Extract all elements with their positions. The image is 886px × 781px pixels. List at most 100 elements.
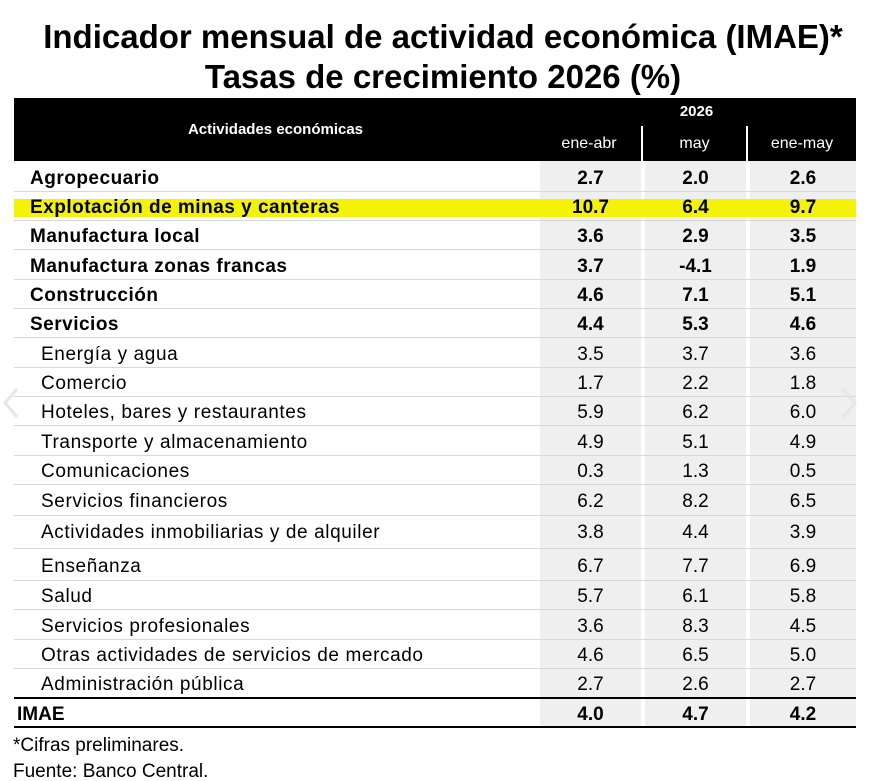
table-row: Manufactura local 3.6 2.9 3.5: [14, 226, 856, 250]
cell-value: 10.7: [572, 197, 609, 218]
row-label: Enseñanza: [41, 556, 142, 577]
cell-value: 6.7: [577, 556, 604, 577]
table-row: IMAE 4.0 4.7 4.2: [14, 704, 856, 728]
header-col-ene-may: ene-may: [748, 126, 856, 161]
row-divider: [14, 337, 856, 338]
header-year: 2026: [537, 98, 856, 126]
cell-value: 4.7: [682, 704, 709, 725]
cell-value: 6.2: [682, 402, 709, 423]
cell-value: 6.2: [577, 491, 604, 512]
row-divider: [14, 455, 856, 456]
row-label: Comunicaciones: [41, 461, 190, 482]
table-row: Administración pública 2.7 2.6 2.7: [14, 674, 856, 698]
cell-value: 2.2: [682, 373, 709, 394]
table-row: Manufactura zonas francas 3.7 -4.1 1.9: [14, 256, 856, 280]
column-shade: [645, 161, 746, 727]
row-label: Salud: [41, 586, 93, 607]
cell-value: 6.5: [789, 491, 817, 512]
cell-value: 3.7: [682, 344, 709, 365]
cell-value: 6.1: [682, 586, 709, 607]
row-label: Administración pública: [41, 674, 245, 695]
cell-value: 5.8: [789, 586, 817, 607]
table-row: Energía y agua 3.5 3.7 3.6: [14, 344, 856, 368]
cell-value: 5.7: [577, 586, 604, 607]
cell-value: 2.7: [577, 168, 604, 189]
row-highlight: [14, 199, 856, 217]
footnote-preliminary: *Cifras preliminares.: [13, 735, 185, 756]
row-label: Comercio: [41, 373, 128, 394]
row-label: Manufactura zonas francas: [30, 256, 288, 277]
cell-value: 5.1: [682, 432, 709, 453]
cell-value: 3.9: [789, 522, 817, 543]
column-shade: [540, 161, 641, 727]
row-divider: [14, 308, 856, 309]
cell-value: 6.0: [789, 402, 817, 423]
table-row: Servicios profesionales 3.6 8.3 4.5: [14, 616, 856, 640]
table-row: Otras actividades de servicios de mercad…: [14, 645, 856, 669]
cell-value: 7.7: [682, 556, 709, 577]
header-activities: Actividades económicas: [187, 121, 364, 138]
cell-value: 1.3: [682, 461, 709, 482]
row-label: Explotación de minas y canteras: [30, 197, 341, 218]
header-col-may: may: [643, 126, 747, 161]
table-header-left: [14, 98, 537, 161]
cell-value: 4.6: [577, 645, 604, 666]
cell-value: 4.6: [789, 314, 817, 335]
cell-value: 5.9: [577, 402, 604, 423]
row-label: Construcción: [30, 285, 159, 306]
cell-value: -4.1: [679, 256, 712, 277]
cell-value: 5.1: [789, 285, 817, 306]
footnote-source: Fuente: Banco Central.: [13, 761, 209, 781]
row-divider: [14, 639, 856, 640]
cell-value: 8.2: [682, 491, 709, 512]
row-label: Transporte y almacenamiento: [41, 432, 308, 453]
row-divider: [14, 249, 856, 250]
cell-value: 7.1: [682, 285, 709, 306]
table-row: Agropecuario 2.7 2.0 2.6: [14, 168, 856, 192]
cell-value: 4.2: [789, 704, 817, 725]
row-label: Servicios financieros: [41, 491, 228, 512]
cell-value: 4.4: [577, 314, 604, 335]
page-subtitle: Tasas de crecimiento 2026 (%): [204, 58, 682, 95]
cell-value: 2.9: [682, 226, 709, 247]
table-row: Servicios 4.4 5.3 4.6: [14, 314, 856, 338]
table-row: Comercio 1.7 2.2 1.8: [14, 373, 856, 397]
table-row: Servicios financieros 6.2 8.2 6.5: [14, 491, 856, 515]
table-row: Hoteles, bares y restaurantes 5.9 6.2 6.0: [14, 402, 856, 426]
cell-value: 4.5: [789, 616, 817, 637]
cell-value: 0.5: [789, 461, 817, 482]
cell-value: 3.6: [577, 616, 604, 637]
header-col-ene-abr: ene-abr: [537, 126, 642, 161]
table-row: Explotación de minas y canteras 10.7 6.4 9.…: [14, 197, 856, 221]
cell-value: 4.9: [789, 432, 817, 453]
row-label: Actividades inmobiliarias y de alquiler: [41, 522, 381, 543]
cell-value: 3.6: [577, 226, 604, 247]
cell-value: 2.7: [789, 674, 817, 695]
cell-value: 2.0: [682, 168, 709, 189]
row-divider: [14, 580, 856, 581]
cell-value: 3.8: [577, 522, 604, 543]
row-divider: [14, 697, 856, 699]
row-divider: [14, 396, 856, 397]
row-divider: [14, 484, 856, 485]
cell-value: 6.9: [789, 556, 817, 577]
row-divider: [14, 220, 856, 221]
row-label: Otras actividades de servicios de mercad…: [41, 645, 424, 666]
row-divider: [14, 668, 856, 669]
row-divider: [14, 609, 856, 610]
cell-value: 0.3: [577, 461, 604, 482]
table-row: Construcción 4.6 7.1 5.1: [14, 285, 856, 309]
table-row: Actividades inmobiliarias y de alquiler 3…: [14, 522, 856, 546]
cell-value: 1.7: [577, 373, 604, 394]
table-row: Comunicaciones 0.3 1.3 0.5: [14, 461, 856, 485]
row-divider: [14, 425, 856, 426]
cell-value: 4.4: [682, 522, 709, 543]
cell-value: 4.6: [577, 285, 604, 306]
table-row: Salud 5.7 6.1 5.8: [14, 586, 856, 610]
row-divider: [14, 515, 856, 516]
row-label: Servicios profesionales: [41, 616, 251, 637]
cell-value: 5.3: [682, 314, 709, 335]
chevron-right-icon[interactable]: [840, 386, 858, 420]
chevron-left-icon[interactable]: [2, 386, 20, 420]
table-row: Transporte y almacenamiento 4.9 5.1 4.9: [14, 432, 856, 456]
